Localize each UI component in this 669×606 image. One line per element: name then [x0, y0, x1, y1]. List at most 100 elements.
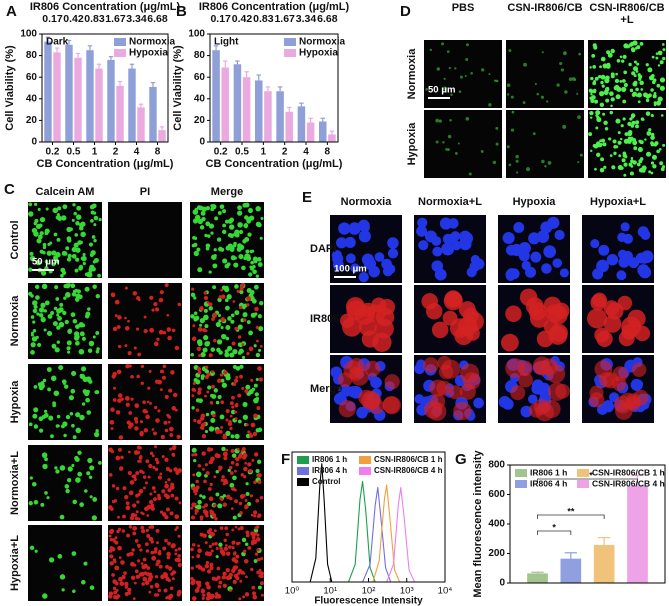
cell	[59, 514, 65, 520]
cell	[164, 428, 169, 433]
cell	[82, 376, 88, 383]
cell	[30, 294, 34, 298]
cell	[245, 255, 252, 262]
cell	[230, 313, 235, 318]
x2-tick-label: 0.17	[42, 13, 63, 25]
cell	[65, 246, 70, 251]
cell	[83, 561, 88, 566]
cell	[371, 297, 387, 313]
cell	[606, 86, 609, 90]
cell	[213, 503, 217, 507]
cell	[124, 585, 129, 589]
legend-label: CSN-IR806/CB 4 h	[374, 466, 443, 475]
cell	[254, 392, 259, 397]
cell	[547, 382, 567, 401]
legend-label: Normoxia	[129, 37, 176, 48]
cell	[196, 419, 202, 425]
cell	[37, 207, 41, 211]
cell	[213, 248, 217, 252]
cell	[641, 165, 647, 171]
cell	[62, 382, 66, 386]
cell	[152, 465, 156, 470]
cell	[255, 468, 260, 474]
cell	[74, 297, 80, 302]
micrograph-background	[108, 202, 182, 278]
micrograph	[582, 285, 654, 353]
cell	[129, 480, 135, 485]
cell	[167, 335, 172, 341]
cell	[559, 268, 569, 278]
cell	[522, 101, 526, 105]
cell	[67, 466, 73, 472]
cell	[71, 463, 75, 468]
cell	[239, 286, 244, 291]
cell	[508, 268, 520, 280]
cell	[257, 480, 262, 485]
micrograph	[28, 525, 102, 601]
cell	[233, 573, 239, 579]
cell	[223, 451, 228, 457]
cell	[496, 79, 499, 83]
cell	[650, 135, 655, 140]
cell	[114, 314, 118, 317]
cell	[633, 146, 638, 151]
cell	[74, 268, 79, 273]
cell	[608, 137, 612, 141]
cell	[532, 356, 552, 375]
cell	[190, 576, 194, 581]
cell	[33, 499, 39, 505]
cell	[206, 447, 212, 452]
cell	[227, 316, 232, 321]
legend-swatch	[359, 456, 371, 464]
cell	[93, 223, 97, 227]
cell	[617, 140, 622, 145]
cell	[202, 505, 206, 509]
cell	[72, 435, 77, 440]
cell	[206, 529, 212, 535]
cell	[211, 317, 215, 321]
cell	[203, 295, 209, 301]
cell	[247, 430, 251, 434]
cell	[230, 471, 234, 475]
cell	[240, 473, 244, 477]
cell	[127, 587, 132, 593]
legend-label: IR806 1 h	[530, 467, 567, 477]
cell	[210, 231, 214, 235]
cell	[191, 447, 197, 453]
cell	[647, 67, 653, 73]
cell	[221, 334, 226, 338]
cell	[33, 384, 38, 389]
cell	[145, 459, 150, 464]
cell	[74, 288, 79, 293]
cell	[470, 254, 480, 265]
cell	[193, 316, 198, 321]
cell	[465, 57, 469, 62]
x-tick-label: 1	[92, 147, 98, 158]
histogram-line	[347, 480, 376, 583]
cell	[57, 206, 62, 211]
cell	[661, 43, 665, 46]
cell	[221, 446, 226, 452]
cell	[442, 86, 447, 91]
cell	[416, 225, 428, 237]
cell	[120, 455, 124, 460]
cell	[141, 582, 145, 586]
cell	[145, 528, 149, 532]
significance-label: *	[552, 522, 556, 532]
cell	[190, 314, 195, 319]
cell	[34, 549, 38, 553]
cell	[135, 574, 140, 579]
cell	[350, 367, 369, 386]
cell	[160, 369, 164, 374]
micrograph	[108, 445, 182, 521]
bar	[158, 130, 166, 142]
cell	[630, 124, 635, 128]
cell	[560, 68, 564, 72]
micrograph-background	[28, 525, 102, 601]
cell	[166, 327, 172, 332]
cell	[594, 76, 599, 81]
cell	[423, 400, 443, 419]
cell	[258, 348, 262, 352]
cell	[87, 348, 93, 353]
cell	[655, 100, 662, 106]
